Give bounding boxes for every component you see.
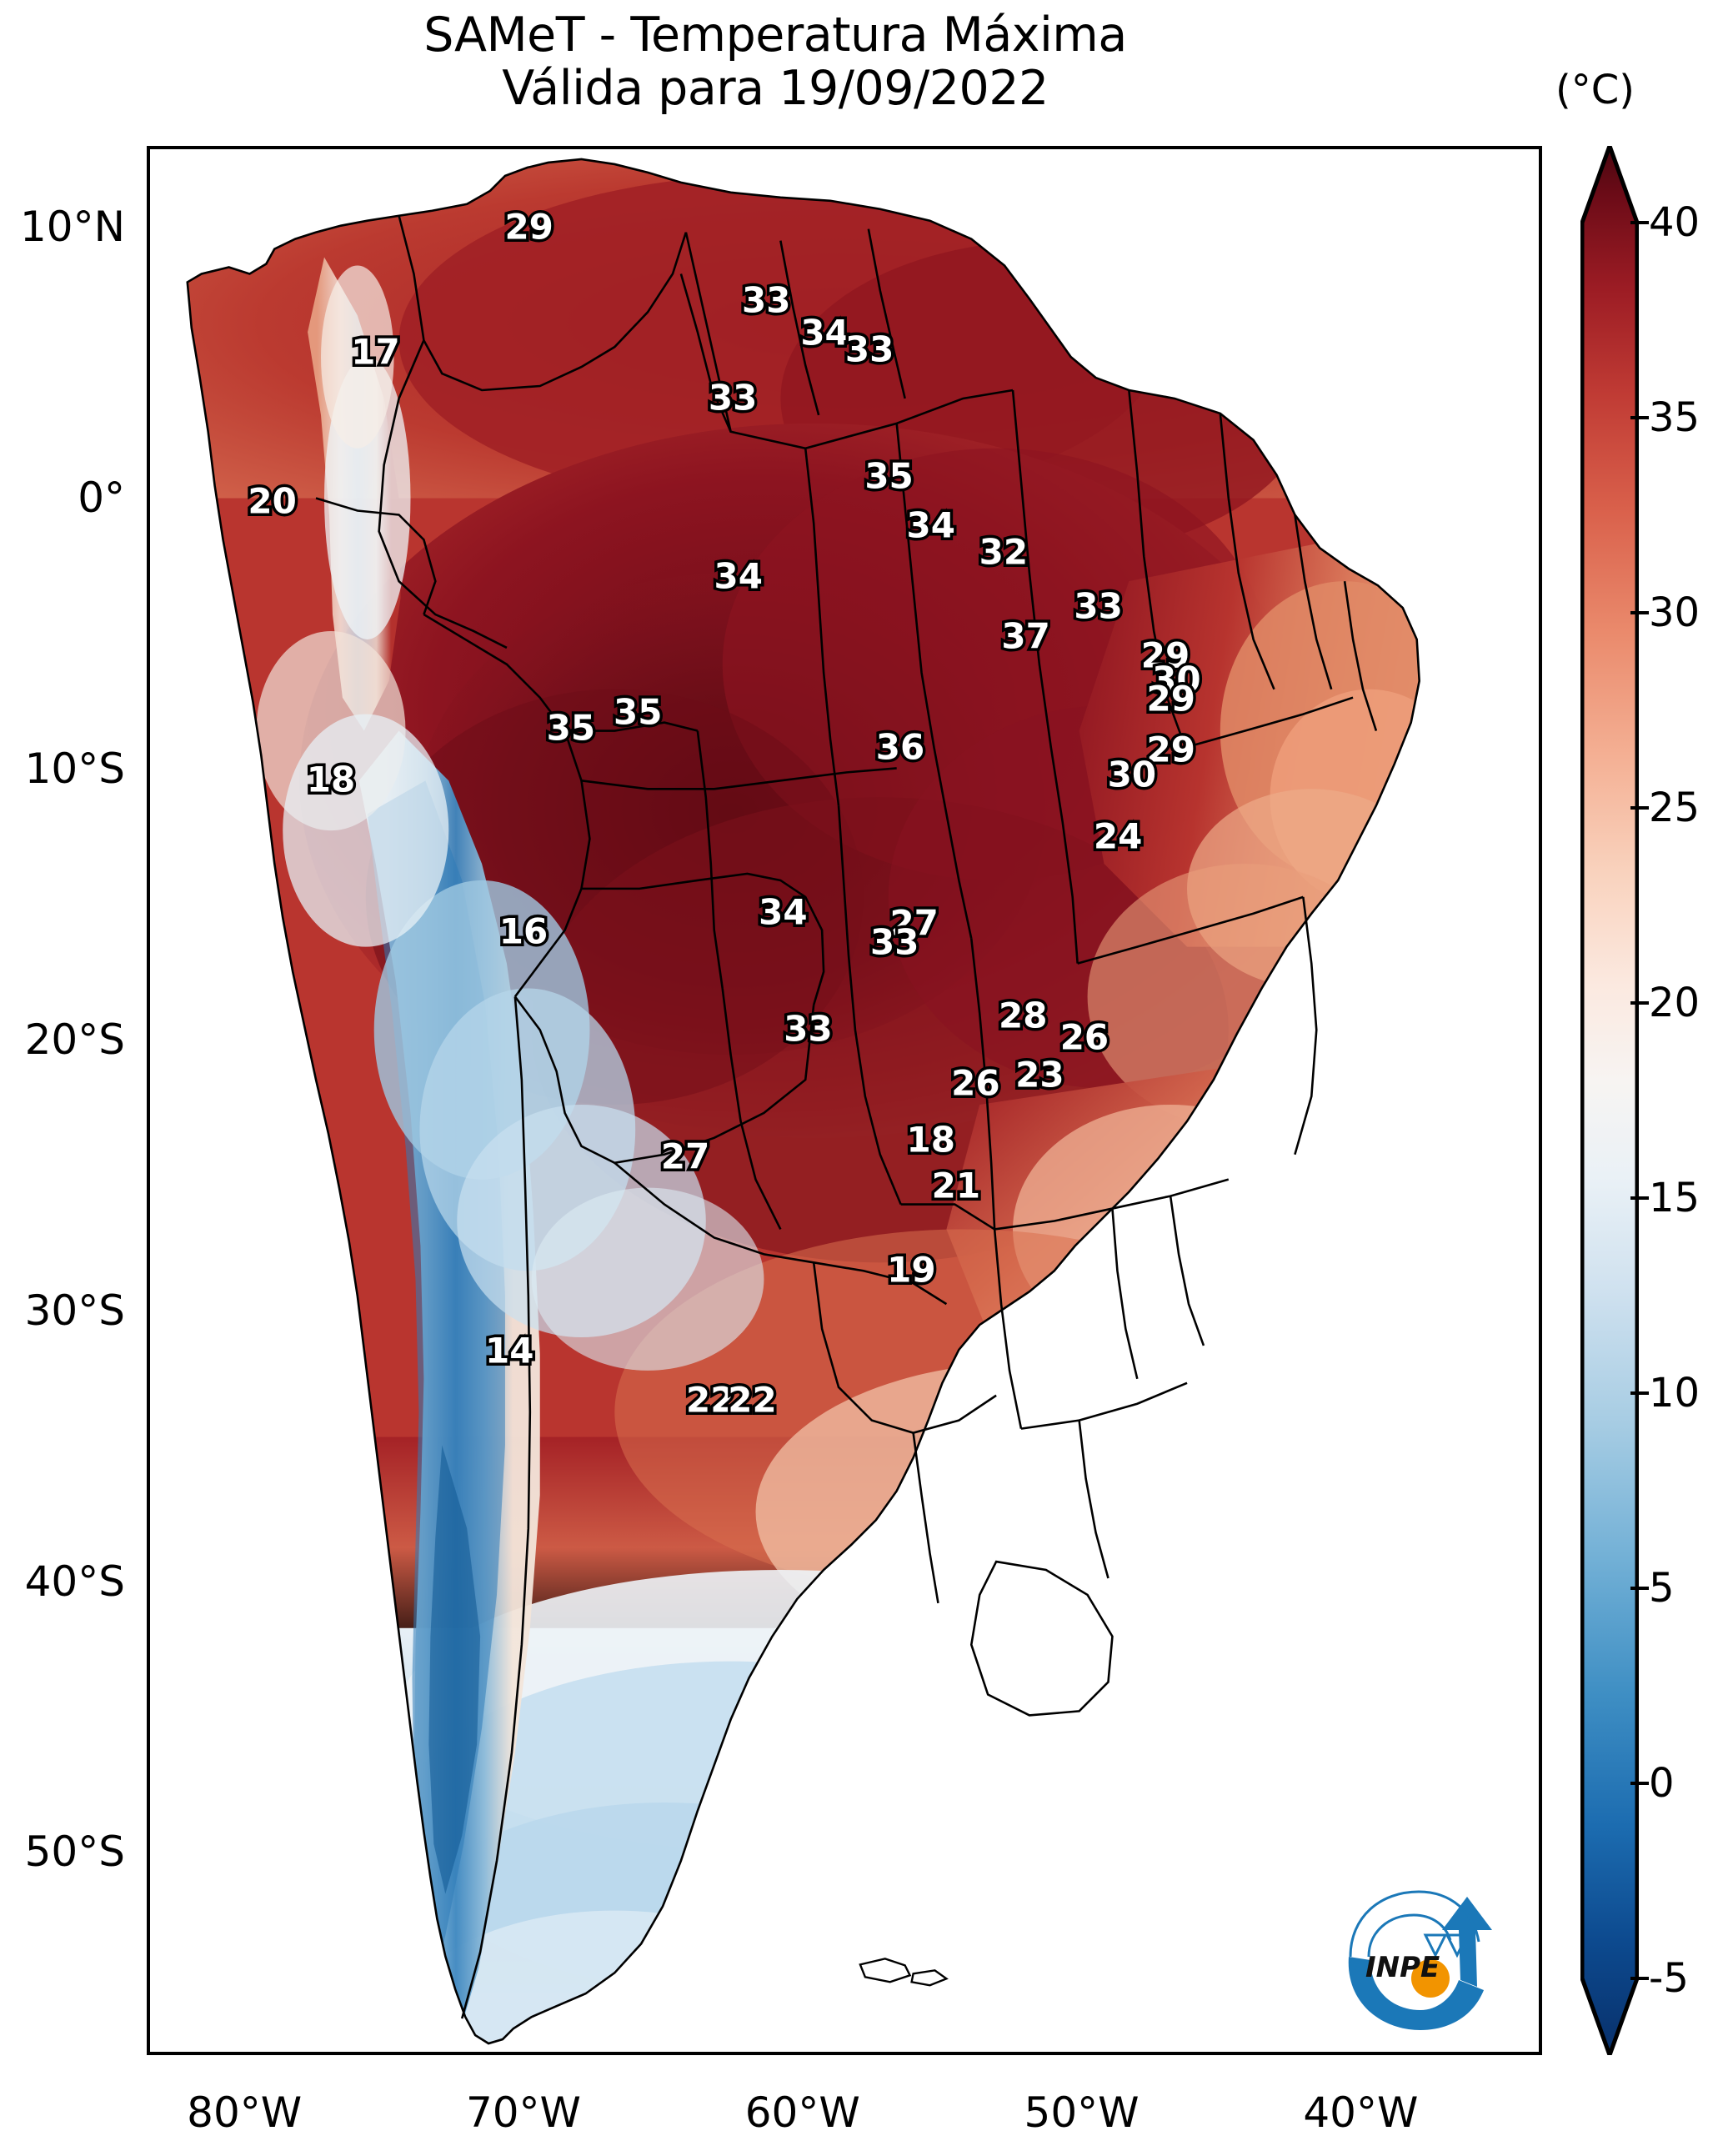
longitude-tick-label: 60°W — [744, 2088, 860, 2137]
temperature-value-label: 24 — [1090, 813, 1145, 860]
latitude-tick-label: 10°S — [24, 745, 125, 794]
latitude-tick-label: 40°S — [24, 1557, 125, 1606]
latitude-tick-label: 10°N — [19, 203, 125, 252]
latitude-tick-label: 20°S — [24, 1015, 125, 1064]
colorbar-gradient — [1580, 146, 1639, 2055]
temperature-value-label: 28 — [996, 992, 1051, 1039]
temperature-value-label: 33 — [1071, 583, 1126, 629]
colorbar-tick-label: 20 — [1649, 980, 1700, 1026]
temperature-value-label: 34 — [711, 553, 766, 599]
temperature-value-label: 32 — [976, 529, 1031, 575]
colorbar-tick-label: 25 — [1649, 785, 1700, 831]
temperature-value-label: 33 — [705, 374, 760, 421]
inpe-logo: INPE — [1348, 1890, 1492, 2030]
logo-wordmark: INPE — [1365, 1951, 1440, 1984]
colorbar-tick-mark — [1630, 416, 1649, 419]
temperature-value-label: 35 — [862, 453, 917, 499]
logo-arrow-head-outer — [1445, 1933, 1470, 1958]
temperature-value-label: 30 — [1104, 751, 1160, 798]
country-borders — [186, 158, 1420, 2045]
temperature-value-label: 29 — [1144, 675, 1199, 722]
colorbar-tick-mark — [1630, 1391, 1649, 1395]
temperature-value-label: 33 — [842, 326, 897, 373]
temperature-value-label: 23 — [1013, 1051, 1068, 1098]
temperature-value-label: 21 — [929, 1162, 984, 1209]
colorbar-unit-label: (°C) — [1555, 67, 1635, 113]
temperature-value-label: 29 — [502, 203, 557, 250]
colorbar-tick-label: 30 — [1649, 589, 1700, 636]
temperature-value-label: 33 — [739, 277, 794, 323]
falkland-islands — [859, 1958, 949, 1987]
temperature-value-label: 35 — [610, 689, 665, 735]
colorbar-tick-label: 0 — [1649, 1760, 1675, 1807]
temperature-value-label: 34 — [798, 309, 853, 356]
temperature-value-label: 37 — [999, 613, 1054, 659]
title-line-1: SAMeT - Temperatura Máxima — [423, 8, 1127, 63]
temperature-value-label: 35 — [543, 704, 599, 751]
logo-inner-arc — [1367, 1913, 1452, 1958]
temperature-value-label: 20 — [245, 478, 300, 524]
logo-arrow-head-inner — [1423, 1933, 1448, 1958]
colorbar-tick-mark — [1630, 1587, 1649, 1590]
colorbar-tick-mark — [1630, 1977, 1649, 1980]
colorbar-tick-mark — [1630, 806, 1649, 810]
temperature-value-label: 22 — [684, 1376, 739, 1423]
colorbar-tick-label: 5 — [1649, 1565, 1675, 1612]
temperature-value-label: 33 — [781, 1005, 836, 1052]
logo-up-arrow — [1442, 1897, 1492, 1987]
logo-swoosh — [1348, 1957, 1484, 2030]
temperature-value-label: 14 — [482, 1327, 537, 1374]
longitude-tick-label: 80°W — [187, 2088, 303, 2137]
colorbar-tick-label: 40 — [1649, 199, 1700, 246]
colorbar-tick-label: 35 — [1649, 394, 1700, 441]
colorbar-tick-mark — [1630, 611, 1649, 614]
title-line-2: Válida para 19/09/2022 — [502, 61, 1049, 117]
temperature-heatmap — [150, 149, 1539, 2052]
temperature-value-label: 27 — [658, 1133, 713, 1180]
temperature-value-label: 27 — [887, 900, 942, 946]
temperature-value-label: 29 — [1144, 726, 1199, 773]
colorbar-tick-mark — [1630, 1001, 1649, 1005]
colorbar-tick-label: 15 — [1649, 1175, 1700, 1221]
temperature-value-label: 18 — [303, 756, 358, 803]
colorbar-tick-label: -5 — [1649, 1955, 1689, 2002]
temperature-value-label: 19 — [884, 1246, 939, 1293]
longitude-tick-label: 40°W — [1303, 2088, 1419, 2137]
temperature-value-label: 26 — [949, 1060, 1004, 1106]
temperature-value-label: 17 — [348, 328, 403, 375]
temperature-value-label: 29 — [1138, 632, 1193, 679]
temperature-value-label: 30 — [1150, 656, 1205, 703]
page-title: SAMeT - Temperatura Máxima Válida para 1… — [0, 8, 1550, 116]
temperature-value-label: 34 — [756, 889, 811, 935]
longitude-tick-label: 70°W — [465, 2088, 581, 2137]
colorbar-tick-mark — [1630, 221, 1649, 224]
map-plot-area — [147, 146, 1542, 2055]
colorbar[interactable] — [1580, 146, 1639, 2055]
latitude-tick-label: 30°S — [24, 1286, 125, 1335]
colorbar-tick-mark — [1630, 1782, 1649, 1785]
temperature-value-label: 18 — [904, 1116, 959, 1163]
longitude-tick-label: 50°W — [1024, 2088, 1139, 2137]
temperature-value-label: 33 — [867, 919, 922, 965]
logo-outer-arc — [1349, 1890, 1480, 1958]
logo-sun-circle — [1411, 1959, 1450, 1998]
colorbar-tick-mark — [1630, 1196, 1649, 1200]
temperature-value-label: 36 — [873, 724, 928, 770]
temperature-value-label: 34 — [904, 502, 959, 549]
temperature-value-label: 22 — [725, 1376, 780, 1423]
latitude-tick-label: 50°S — [24, 1828, 125, 1877]
latitude-tick-label: 0° — [78, 474, 125, 523]
temperature-value-label: 26 — [1057, 1014, 1112, 1060]
colorbar-tick-label: 10 — [1649, 1370, 1700, 1416]
temperature-value-label: 16 — [496, 908, 551, 955]
